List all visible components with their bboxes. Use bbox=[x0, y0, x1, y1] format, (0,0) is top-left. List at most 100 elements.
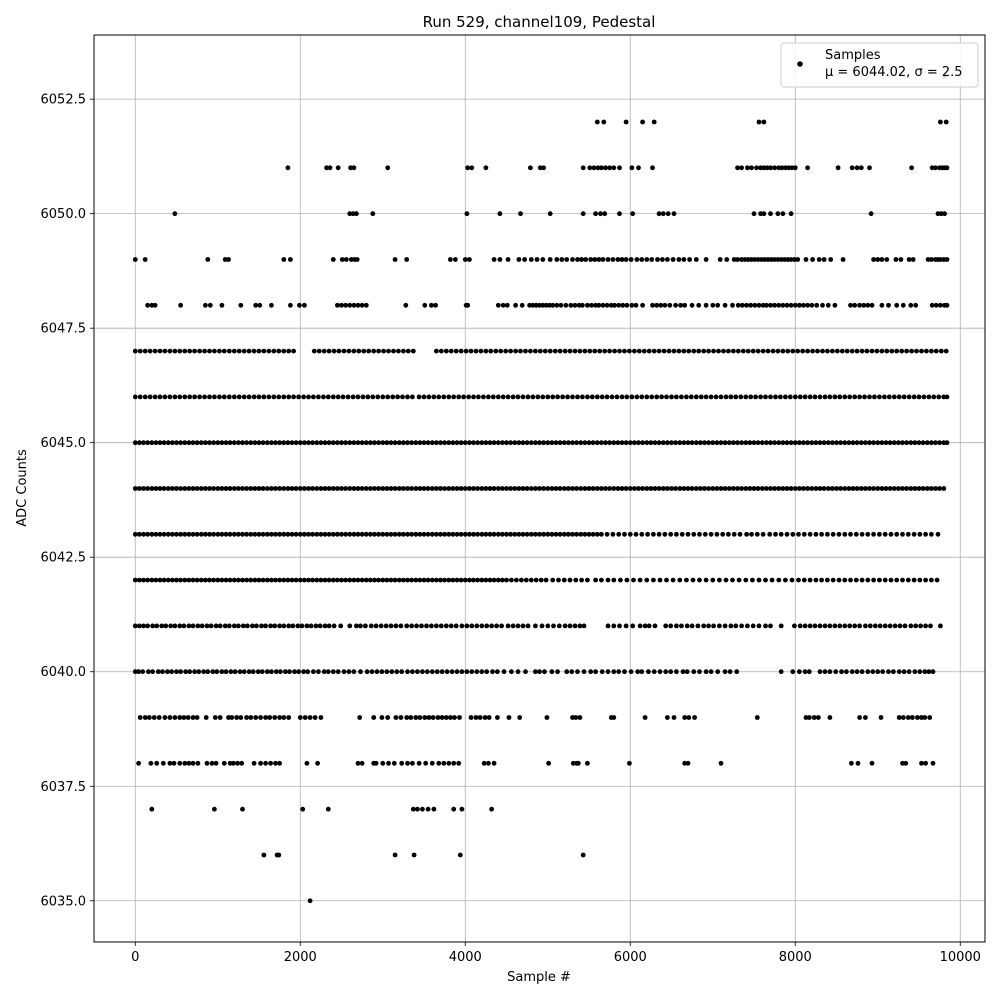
data-point bbox=[388, 440, 394, 446]
data-point bbox=[510, 623, 516, 629]
data-point bbox=[438, 486, 443, 491]
y-tick-label: 6040.0 bbox=[41, 665, 87, 680]
data-point bbox=[760, 302, 766, 308]
data-point bbox=[491, 440, 497, 446]
data-point bbox=[479, 440, 485, 446]
data-point bbox=[929, 440, 934, 446]
data-point bbox=[405, 348, 411, 354]
data-point bbox=[401, 348, 406, 354]
data-point bbox=[198, 486, 204, 491]
data-point bbox=[253, 715, 259, 720]
data-point bbox=[862, 394, 867, 400]
data-point bbox=[157, 531, 163, 537]
data-point bbox=[871, 257, 876, 262]
data-point bbox=[775, 348, 781, 354]
data-point bbox=[904, 486, 909, 491]
data-point bbox=[640, 119, 645, 125]
data-point bbox=[416, 394, 422, 400]
data-point bbox=[673, 486, 678, 491]
data-point bbox=[764, 486, 769, 491]
data-point bbox=[792, 165, 798, 171]
data-point bbox=[677, 440, 683, 446]
data-point bbox=[401, 531, 406, 537]
data-point bbox=[599, 669, 605, 675]
data-point bbox=[226, 394, 232, 400]
data-point bbox=[711, 348, 716, 354]
data-point bbox=[394, 669, 400, 675]
data-point bbox=[256, 348, 262, 354]
data-point bbox=[730, 302, 735, 308]
data-point bbox=[617, 623, 622, 629]
data-point bbox=[248, 715, 254, 720]
data-point bbox=[236, 577, 241, 583]
data-point bbox=[301, 394, 306, 400]
data-point bbox=[488, 348, 494, 354]
data-point bbox=[217, 348, 222, 354]
data-point bbox=[930, 669, 936, 675]
data-point bbox=[590, 486, 596, 491]
data-point bbox=[405, 531, 410, 537]
data-point bbox=[528, 440, 534, 446]
data-point bbox=[820, 302, 825, 308]
data-point bbox=[605, 669, 611, 675]
data-point bbox=[599, 577, 604, 583]
data-point bbox=[366, 348, 372, 354]
data-point bbox=[489, 806, 494, 812]
data-point bbox=[344, 257, 349, 262]
data-point bbox=[681, 440, 687, 446]
data-point bbox=[642, 715, 648, 720]
data-point bbox=[879, 257, 885, 262]
data-point bbox=[880, 669, 886, 675]
data-point bbox=[515, 394, 521, 400]
data-point bbox=[857, 394, 862, 400]
data-point bbox=[817, 669, 823, 675]
data-point bbox=[788, 257, 794, 262]
data-point bbox=[566, 531, 571, 537]
data-point bbox=[223, 669, 229, 675]
data-point bbox=[404, 257, 410, 262]
data-point bbox=[308, 623, 314, 629]
data-point bbox=[619, 394, 625, 400]
data-point bbox=[222, 623, 228, 629]
data-point bbox=[413, 715, 419, 720]
data-point bbox=[236, 348, 242, 354]
data-point bbox=[934, 577, 940, 583]
data-point bbox=[896, 394, 902, 400]
data-point bbox=[177, 715, 183, 720]
data-point bbox=[137, 394, 143, 400]
data-point bbox=[867, 165, 872, 171]
data-point bbox=[679, 623, 684, 629]
data-point bbox=[580, 394, 585, 400]
data-point bbox=[652, 486, 658, 491]
data-point bbox=[384, 486, 390, 491]
data-point bbox=[375, 394, 381, 400]
data-point bbox=[656, 486, 662, 491]
data-point bbox=[547, 211, 553, 217]
data-point bbox=[681, 257, 687, 262]
data-point bbox=[854, 440, 860, 446]
data-point bbox=[424, 669, 430, 675]
data-point bbox=[541, 486, 546, 491]
data-point bbox=[479, 486, 485, 491]
data-point bbox=[776, 440, 782, 446]
data-point bbox=[288, 302, 293, 308]
data-point bbox=[887, 440, 893, 446]
data-point bbox=[401, 440, 406, 446]
data-point bbox=[186, 531, 192, 537]
data-point bbox=[425, 486, 431, 491]
data-point bbox=[326, 348, 332, 354]
data-point bbox=[797, 440, 802, 446]
data-point bbox=[493, 348, 499, 354]
data-point bbox=[141, 623, 146, 629]
data-point bbox=[409, 486, 414, 491]
data-point bbox=[631, 577, 636, 583]
data-point bbox=[420, 806, 425, 812]
data-point bbox=[660, 211, 666, 217]
data-point bbox=[921, 394, 927, 400]
data-point bbox=[905, 577, 911, 583]
data-point bbox=[604, 302, 610, 308]
data-point bbox=[875, 486, 881, 491]
data-point bbox=[519, 577, 524, 583]
data-point bbox=[616, 531, 622, 537]
data-point bbox=[405, 440, 410, 446]
